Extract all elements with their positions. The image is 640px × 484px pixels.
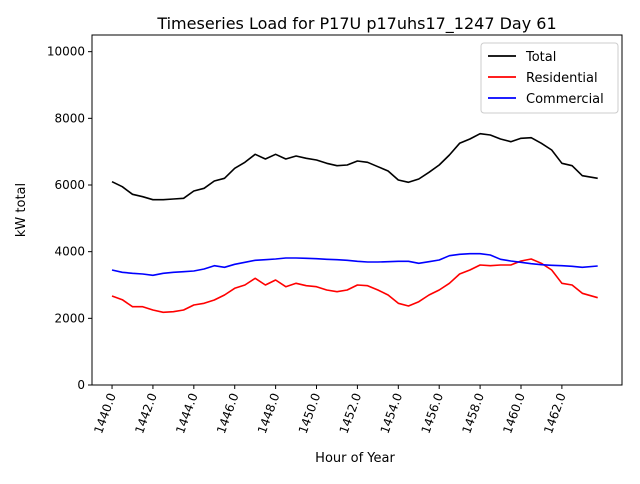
x-tick-label: 1440.0: [91, 391, 119, 435]
x-tick-label: 1442.0: [132, 391, 160, 435]
x-tick-label: 1458.0: [459, 391, 487, 435]
y-tick-label: 0: [77, 378, 85, 392]
legend-box: [480, 42, 619, 114]
legend-label-commercial: Commercial: [526, 92, 604, 107]
series-line-residential: [111, 258, 598, 314]
x-tick-label: 1446.0: [214, 391, 242, 435]
x-axis-label: Hour of Year: [315, 451, 395, 466]
legend: Total Residential Commercial: [480, 42, 619, 114]
plot-area: [111, 132, 598, 314]
x-tick-label: 1450.0: [296, 391, 324, 435]
x-tick-label: 1452.0: [337, 391, 365, 435]
x-tick-label: 1456.0: [418, 391, 446, 435]
x-tick-label: 1448.0: [255, 391, 283, 435]
legend-label-total: Total: [525, 50, 556, 65]
x-axis: 1440.0 1442.0 1444.0 1446.0 1448.0 1450.0 1452…: [91, 385, 569, 435]
legend-label-residential: Residential: [526, 71, 598, 86]
series-line-commercial: [111, 252, 598, 277]
chart-title: Timeseries Load for P17U p17uhs17_1247 D…: [156, 14, 556, 34]
y-tick-label: 4000: [54, 245, 85, 259]
y-tick-label: 10000: [47, 45, 85, 59]
y-axis: 0 2000 4000 6000 8000 10000: [47, 45, 92, 392]
series-line-total: [111, 132, 598, 201]
x-tick-label: 1460.0: [500, 391, 528, 435]
y-tick-label: 8000: [54, 111, 85, 125]
x-tick-label: 1462.0: [541, 391, 569, 435]
x-tick-label: 1444.0: [173, 391, 201, 435]
y-tick-label: 2000: [54, 311, 85, 325]
x-tick-label: 1454.0: [378, 391, 406, 435]
y-tick-label: 6000: [54, 178, 85, 192]
y-axis-label: kW total: [14, 183, 29, 237]
